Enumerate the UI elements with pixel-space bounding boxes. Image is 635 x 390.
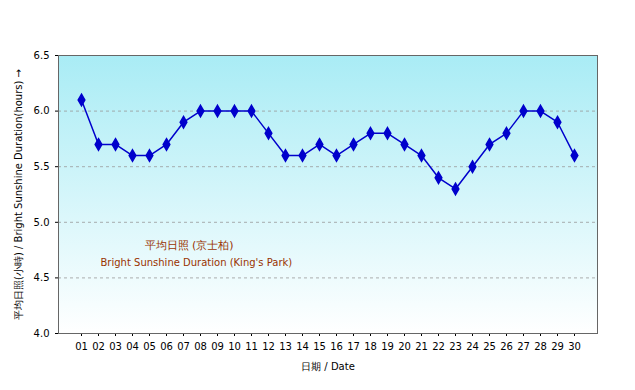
svg-text:01: 01	[75, 341, 88, 352]
svg-text:04: 04	[126, 341, 139, 352]
svg-text:18: 18	[364, 341, 377, 352]
svg-text:11: 11	[245, 341, 258, 352]
svg-text:25: 25	[483, 341, 496, 352]
svg-text:6.5: 6.5	[34, 50, 50, 61]
svg-text:03: 03	[109, 341, 122, 352]
svg-text:日期 / Date: 日期 / Date	[301, 361, 355, 372]
svg-text:5.0: 5.0	[34, 217, 50, 228]
svg-text:07: 07	[177, 341, 190, 352]
svg-text:08: 08	[194, 341, 207, 352]
svg-text:Bright Sunshine Duration (King: Bright Sunshine Duration (King's Park)	[101, 257, 293, 268]
svg-text:16: 16	[330, 341, 343, 352]
svg-text:6.0: 6.0	[34, 105, 50, 116]
svg-text:10: 10	[228, 341, 241, 352]
svg-text:02: 02	[92, 341, 105, 352]
svg-text:27: 27	[517, 341, 530, 352]
svg-text:19: 19	[381, 341, 394, 352]
svg-text:14: 14	[296, 341, 309, 352]
svg-text:4.5: 4.5	[34, 272, 50, 283]
svg-text:17: 17	[347, 341, 360, 352]
svg-text:平均日照 (京士柏): 平均日照 (京士柏)	[145, 239, 234, 252]
svg-text:23: 23	[449, 341, 462, 352]
svg-text:12: 12	[262, 341, 275, 352]
svg-text:24: 24	[466, 341, 479, 352]
svg-text:5.5: 5.5	[34, 161, 50, 172]
svg-text:29: 29	[551, 341, 564, 352]
svg-text:26: 26	[500, 341, 513, 352]
svg-text:28: 28	[534, 341, 547, 352]
svg-text:22: 22	[432, 341, 445, 352]
svg-text:20: 20	[398, 341, 411, 352]
svg-text:30: 30	[568, 341, 581, 352]
svg-text:15: 15	[313, 341, 326, 352]
svg-text:09: 09	[211, 341, 224, 352]
svg-text:21: 21	[415, 341, 428, 352]
svg-text:4.0: 4.0	[34, 328, 50, 339]
svg-text:平均日照(小時) / Bright Sunshine Dur: 平均日照(小時) / Bright Sunshine Duration(hour…	[13, 69, 24, 320]
svg-text:13: 13	[279, 341, 292, 352]
svg-text:06: 06	[160, 341, 173, 352]
svg-text:05: 05	[143, 341, 156, 352]
